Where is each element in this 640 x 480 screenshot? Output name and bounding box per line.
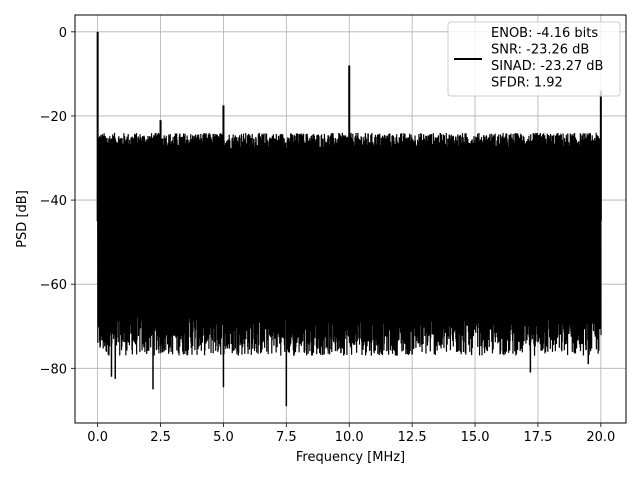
legend-entry-snr: SNR: -23.26 dB xyxy=(491,43,589,58)
y-tick-label: −40 xyxy=(40,194,67,209)
plot-area xyxy=(96,31,602,407)
x-tick-label: 12.5 xyxy=(398,430,427,445)
x-tick-label: 20.0 xyxy=(586,430,615,445)
x-tick-label: 2.5 xyxy=(150,430,171,445)
x-tick-label: 10.0 xyxy=(335,430,364,445)
x-tick-label: 7.5 xyxy=(276,430,297,445)
legend-box xyxy=(447,21,621,97)
legend-entry-sfdr: SFDR: 1.92 xyxy=(491,76,563,91)
y-ticks: 0 −20 −40 −60 −80 xyxy=(40,26,75,377)
legend: ENOB: -4.16 bits SNR: -23.26 dB SINAD: -… xyxy=(447,21,621,97)
plot-frame xyxy=(74,14,627,424)
psd-noise-floor-line xyxy=(97,132,602,356)
x-tick-label: 15.0 xyxy=(461,430,490,445)
y-tick-label: −20 xyxy=(40,110,67,125)
y-tick-label: −60 xyxy=(40,278,67,293)
x-tick-label: 0.0 xyxy=(87,430,108,445)
legend-entry-sinad: SINAD: -23.27 dB xyxy=(491,59,603,74)
x-ticks: 0.0 2.5 5.0 7.5 10.0 12.5 15.0 17.5 20.0 xyxy=(87,423,615,445)
y-tick-label: −80 xyxy=(40,362,67,377)
x-tick-label: 17.5 xyxy=(523,430,552,445)
y-axis-label: PSD [dB] xyxy=(15,190,30,248)
legend-entry-enob: ENOB: -4.16 bits xyxy=(491,26,598,41)
x-tick-label: 5.0 xyxy=(213,430,234,445)
x-axis-label: Frequency [MHz] xyxy=(296,450,405,465)
y-tick-label: 0 xyxy=(59,26,67,41)
